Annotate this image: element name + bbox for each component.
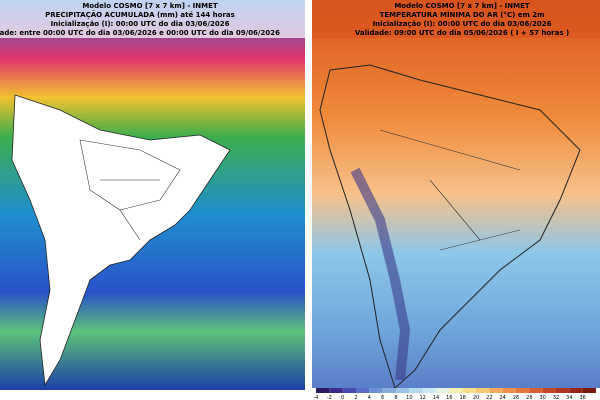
- colorbar: -4 -2 0 2 4 6 8 10 12 14 16 18 20 22 24 26 28 30 32 34 36: [314, 388, 596, 400]
- colorbar-swatch: [582, 388, 596, 393]
- colorbar-label: 4: [368, 395, 371, 400]
- colorbar-swatch: [516, 388, 530, 393]
- validity-label: Validade: entre 00:00 UTC do dia 03/06/2…: [0, 29, 280, 37]
- colorbar-label: 6: [381, 395, 384, 400]
- colorbar-label: -2: [327, 395, 332, 400]
- colorbar-label: 26: [513, 395, 519, 400]
- temperature-map: Modelo COSMO [7 x 7 km] - INMET TEMPERAT…: [312, 0, 600, 400]
- colorbar-label: 12: [419, 395, 425, 400]
- borders: [379, 129, 521, 251]
- colorbar-swatch: [542, 388, 556, 393]
- colorbar-label: 16: [446, 395, 452, 400]
- colorbar-label: 18: [459, 395, 465, 400]
- colorbar-swatch: [489, 388, 503, 393]
- colorbar-label: 22: [486, 395, 492, 400]
- colorbar-label: 14: [433, 395, 439, 400]
- colorbar-swatch: [462, 388, 476, 393]
- colorbar-label: 0: [341, 395, 344, 400]
- colorbar-swatch: [569, 388, 583, 393]
- map-title: PRECIPITAÇÃO ACUMULADA (mm) até 144 hora…: [45, 10, 235, 19]
- init-label: Inicialização (I): 00:00 UTC do dia 03/0…: [373, 20, 552, 28]
- map-background: [312, 0, 600, 388]
- init-label: Inicialização (I): 00:00 UTC do dia 03/0…: [51, 20, 230, 28]
- colorbar-swatch: [382, 388, 396, 393]
- colorbar-label: 30: [539, 395, 545, 400]
- colorbar-swatch: [342, 388, 356, 393]
- colorbar-label: 32: [553, 395, 559, 400]
- colorbar-swatch: [502, 388, 516, 393]
- colorbar-label: 8: [394, 395, 397, 400]
- title-band: [0, 0, 305, 38]
- colorbar-swatch: [329, 388, 343, 393]
- colorbar-label: 34: [566, 395, 572, 400]
- colorbar-label: 28: [526, 395, 532, 400]
- colorbar-swatch: [476, 388, 490, 393]
- map-title: TEMPERATURA MÍNIMA DO AR (°C) em 2m: [380, 10, 545, 19]
- colorbar-swatch: [396, 388, 410, 393]
- model-label: Modelo COSMO [7 x 7 km] - INMET: [82, 2, 218, 10]
- colorbar-label: 24: [499, 395, 505, 400]
- andes: [350, 167, 411, 381]
- colorbar-swatch: [436, 388, 450, 393]
- colorbar-label: 20: [473, 395, 479, 400]
- colorbar-label: -4: [314, 395, 319, 400]
- colorbar-swatch: [556, 388, 570, 393]
- borders: [79, 139, 181, 241]
- colorbar-swatch: [316, 388, 330, 393]
- colorbar-swatch: [529, 388, 543, 393]
- validity-label: Validade: 09:00 UTC do dia 05/06/2026 ( …: [355, 29, 569, 37]
- colorbar-label: 36: [579, 395, 585, 400]
- precipitation-map: Modelo COSMO [7 x 7 km] - INMET PRECIPIT…: [0, 0, 305, 390]
- continent: [319, 64, 581, 389]
- title-band: [312, 0, 600, 38]
- model-label: Modelo COSMO [7 x 7 km] - INMET: [394, 2, 530, 10]
- colorbar-swatch: [409, 388, 423, 393]
- colorbar-swatch: [449, 388, 463, 393]
- colorbar-label: 10: [406, 395, 412, 400]
- colorbar-label: 2: [354, 395, 357, 400]
- colorbar-swatch: [369, 388, 383, 393]
- colorbar-swatch: [422, 388, 436, 393]
- colorbar-swatch: [356, 388, 370, 393]
